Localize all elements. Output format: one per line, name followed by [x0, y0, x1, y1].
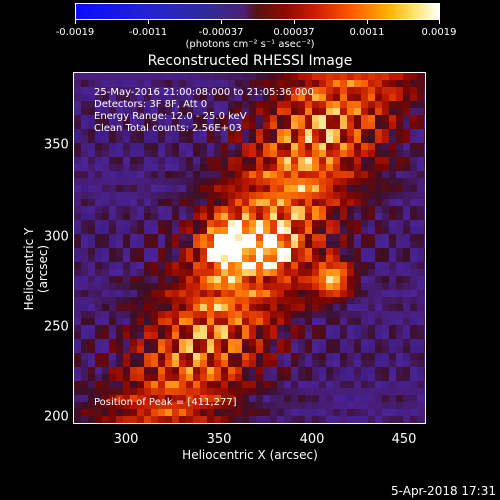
x-tick-label: 400 [299, 432, 325, 447]
clean-counts-label: Clean Total counts: 2.56E+03 [94, 123, 242, 134]
colorbar-tickmark [439, 20, 440, 24]
x-tick-label: 300 [113, 432, 139, 447]
energy-range-label: Energy Range: 12.0 - 25.0 keV [94, 111, 247, 122]
y-tick-label: 350 [44, 137, 69, 153]
colorbar-tickmark [294, 20, 295, 24]
colorbar-units: (photons cm⁻² s⁻¹ asec⁻²) [185, 39, 315, 50]
y-tick-label: 300 [44, 229, 69, 245]
colorbar-tick-label: -0.0011 [128, 27, 168, 38]
y-tick-label: 200 [44, 409, 69, 425]
colorbar-tick-label: 0.0019 [421, 27, 457, 38]
timestamp: 5-Apr-2018 17:31 [391, 484, 496, 498]
plot-title: Reconstructed RHESSI Image [147, 53, 353, 69]
rhessi-image [74, 73, 425, 423]
colorbar-tickmark [148, 20, 149, 24]
colorbar-tick-label: 0.00037 [273, 27, 315, 38]
x-axis-title: Heliocentric X (arcsec) [182, 448, 318, 462]
image-pixels [74, 73, 425, 423]
x-tick-label: 450 [391, 432, 417, 447]
colorbar-tickmark [221, 20, 222, 24]
x-tick-label: 350 [206, 432, 232, 447]
y-axis-title: Heliocentric Y (arcsec) [22, 227, 50, 311]
peak-position-label: Position of Peak = [411,277] [94, 397, 237, 408]
colorbar-tickmark [75, 20, 76, 24]
image-plot [73, 72, 426, 424]
colorbar-tick-label: -0.00037 [198, 27, 244, 38]
colorbar-tickmark [367, 20, 368, 24]
colorbar [75, 3, 440, 20]
colorbar-tick-label: 0.0011 [349, 27, 385, 38]
time-range-label: 25-May-2016 21:00:08.000 to 21:05:36.000 [94, 87, 314, 98]
detectors-label: Detectors: 3F 8F, Att 0 [94, 99, 208, 110]
colorbar-tick-label: -0.0019 [55, 27, 95, 38]
y-tick-label: 250 [44, 319, 69, 335]
